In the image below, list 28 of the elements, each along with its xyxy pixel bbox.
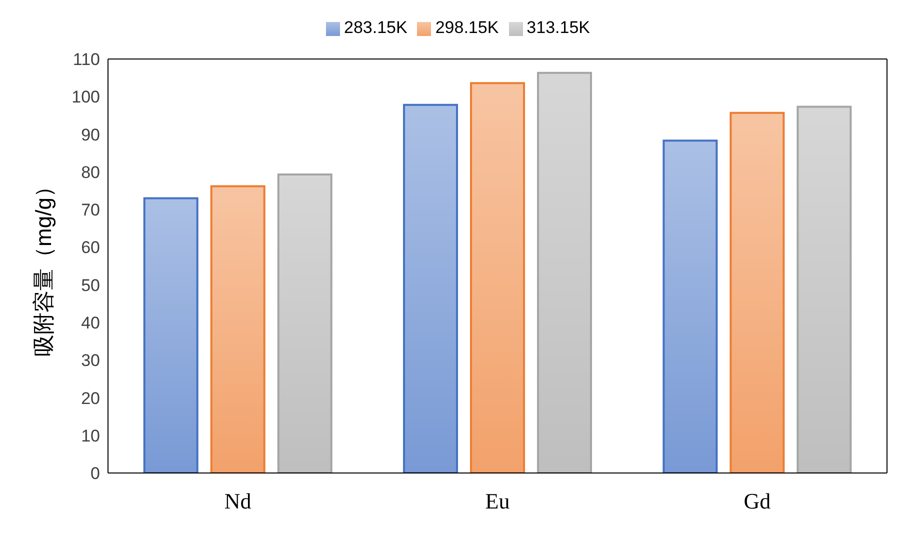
- y-tick-label: 40: [81, 313, 100, 332]
- y-tick-label: 50: [81, 276, 100, 295]
- bar: [537, 72, 592, 473]
- y-tick-label: 100: [72, 88, 100, 107]
- bar: [403, 104, 458, 473]
- y-tick-label: 60: [81, 238, 100, 258]
- bar: [730, 112, 785, 473]
- legend-label: 283.15K: [344, 18, 408, 37]
- x-tick-label: Gd: [744, 488, 771, 514]
- legend-label: 298.15K: [435, 18, 499, 37]
- y-axis-title: 吸附容量（mg/g）: [30, 176, 56, 356]
- bar: [143, 197, 198, 473]
- y-tick-label: 110: [72, 50, 100, 70]
- bar: [210, 185, 266, 473]
- legend-label: 313.15K: [526, 18, 590, 37]
- x-tick-label: Eu: [485, 488, 510, 514]
- bar: [277, 174, 332, 473]
- y-tick-label: 30: [81, 351, 100, 370]
- bar: [470, 82, 526, 473]
- y-tick-label: 90: [81, 125, 100, 144]
- x-tick-label: Nd: [224, 488, 252, 514]
- y-tick-label: 70: [81, 200, 100, 220]
- y-tick-label: 80: [81, 162, 100, 182]
- y-tick-label: 0: [90, 464, 100, 484]
- bar: [662, 140, 718, 473]
- bar: [796, 106, 852, 473]
- y-tick-label: 20: [81, 388, 100, 408]
- y-tick-label: 10: [81, 426, 100, 446]
